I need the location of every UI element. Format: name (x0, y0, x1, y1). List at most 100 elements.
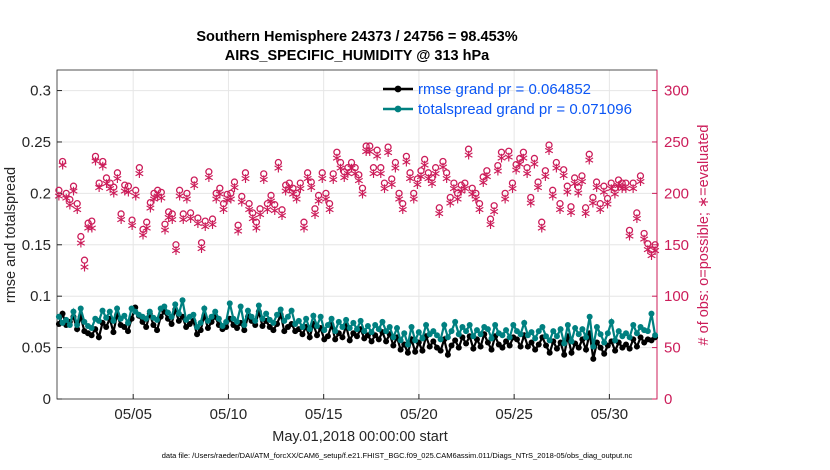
obs-evaluated-marker: ∗ (404, 171, 416, 187)
spread-point (63, 316, 70, 323)
spread-point (350, 319, 357, 326)
spread-point (612, 337, 619, 344)
obs-evaluated-marker: ∗ (240, 171, 252, 187)
rmse-point (88, 332, 95, 339)
spread-point (477, 331, 484, 338)
obs-evaluated-marker: ∗ (452, 191, 464, 207)
spread-point (284, 313, 291, 320)
spread-point (644, 328, 651, 335)
rmse-point (103, 324, 110, 331)
spread-point (299, 324, 306, 331)
spread-point (492, 321, 499, 328)
y-right-tick-label: 250 (664, 134, 689, 151)
obs-evaluated-marker: ∗ (368, 166, 380, 182)
obs-evaluated-marker: ∗ (463, 147, 475, 163)
obs-evaluated-marker: ∗ (112, 171, 124, 187)
spread-point (553, 333, 560, 340)
obs-possible-marker (230, 178, 239, 186)
obs-evaluated-marker: ∗ (324, 202, 336, 218)
obs-possible-marker (271, 201, 279, 209)
spread-point (401, 330, 408, 337)
obs-possible-marker (538, 218, 546, 226)
obs-possible-marker (161, 220, 169, 228)
obs-evaluated-marker: ∗ (166, 212, 178, 228)
rmse-point (390, 342, 397, 349)
x-tick-label: 05/25 (495, 406, 533, 423)
rmse-point (281, 328, 288, 335)
obs-possible-marker (194, 214, 202, 222)
obs-evaluated-marker: ∗ (543, 143, 555, 159)
spread-point (310, 312, 317, 319)
rmse-point (412, 348, 419, 355)
spread-point (441, 321, 448, 328)
spread-point (539, 324, 546, 331)
spread-point (583, 334, 590, 341)
obs-possible-marker (252, 218, 261, 226)
obs-evaluated-marker: ∗ (283, 181, 295, 197)
y-axis-left-label: rmse and totalspread (3, 167, 19, 303)
obs-evaluated-marker: ∗ (93, 180, 105, 196)
rmse-point (532, 346, 539, 353)
obs-possible-marker (636, 172, 645, 180)
obs-possible-marker (486, 215, 495, 223)
obs-possible-marker (143, 218, 151, 226)
obs-possible-marker (154, 186, 162, 194)
spread-point (357, 317, 364, 324)
obs-evaluated-marker: ∗ (415, 169, 427, 185)
obs-possible-marker (296, 179, 304, 187)
obs-possible-marker (128, 216, 136, 224)
spread-point (335, 318, 342, 325)
spread-point (288, 307, 295, 314)
obs-possible-marker (461, 179, 469, 187)
obs-possible-marker (592, 178, 601, 186)
obs-evaluated-marker: ∗ (199, 219, 211, 235)
spread-point (564, 321, 571, 328)
spread-point (452, 318, 459, 325)
rmse-point (74, 326, 81, 333)
obs-evaluated-marker: ∗ (134, 166, 146, 182)
obs-evaluated-marker: ∗ (177, 212, 189, 228)
obs-evaluated-marker: ∗ (309, 207, 321, 223)
y-left-tick-label: 0.2 (30, 185, 51, 202)
spread-point (270, 319, 277, 326)
obs-evaluated-marker: ∗ (346, 161, 358, 177)
spread-point (194, 324, 201, 331)
obs-possible-marker (589, 193, 597, 202)
obs-evaluated-marker: ∗ (602, 197, 614, 213)
obs-evaluated-marker: ∗ (276, 208, 288, 224)
spread-point (204, 317, 211, 324)
spread-point (103, 314, 110, 321)
obs-evaluated-marker: ∗ (269, 203, 281, 219)
spread-point (383, 328, 390, 335)
obs-evaluated-marker: ∗ (646, 248, 658, 264)
obs-possible-marker (322, 189, 330, 198)
spread-point (339, 324, 346, 331)
obs-evaluated-marker: ∗ (90, 153, 102, 169)
spread-point (499, 332, 506, 339)
obs-evaluated-marker: ∗ (258, 172, 270, 188)
legend-rmse-label: rmse grand pr = 0.064852 (418, 81, 591, 98)
obs-evaluated-marker: ∗ (386, 177, 398, 193)
obs-evaluated-marker: ∗ (305, 180, 317, 196)
obs-evaluated-marker: ∗ (353, 173, 365, 189)
obs-possible-marker (552, 158, 560, 167)
obs-possible-marker (603, 194, 612, 203)
obs-possible-marker (267, 191, 275, 200)
spread-point (197, 319, 204, 326)
rmse-point (306, 334, 313, 341)
obs-possible-marker (435, 204, 443, 212)
spread-point (390, 334, 397, 341)
rmse-point (426, 343, 433, 350)
obs-evaluated-marker: ∗ (364, 144, 376, 160)
rmse-point (110, 329, 117, 336)
obs-possible-marker (139, 225, 147, 234)
obs-evaluated-marker: ∗ (594, 202, 606, 218)
series-lines (55, 297, 659, 362)
rmse-point (484, 339, 491, 346)
y-right-tick-label: 50 (664, 340, 681, 357)
obs-evaluated-marker: ∗ (583, 152, 595, 168)
rmse-point (583, 346, 590, 353)
rmse-point (354, 333, 360, 340)
obs-possible-marker (570, 174, 579, 182)
